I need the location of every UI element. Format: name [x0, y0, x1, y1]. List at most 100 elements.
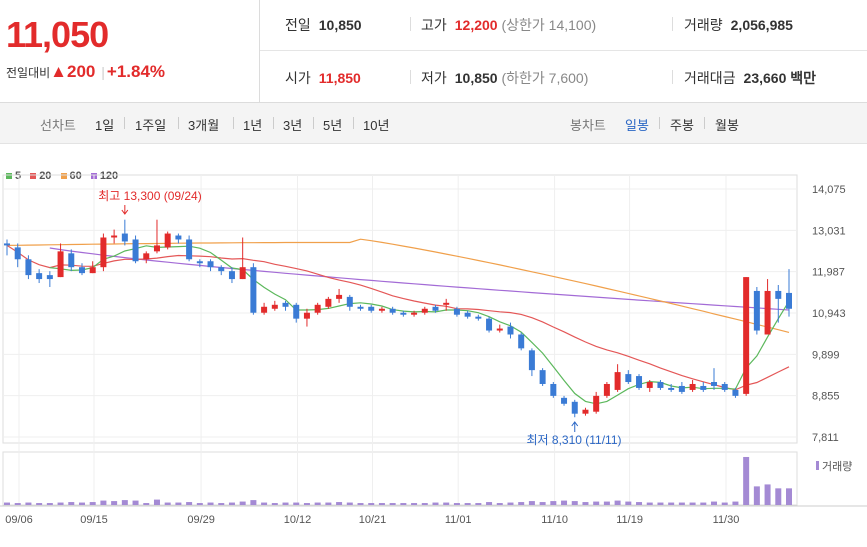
volume-bar [293, 502, 300, 505]
candle-body [764, 290, 771, 335]
volume-bar [196, 503, 203, 505]
change-divider: | [101, 64, 105, 80]
volume-legend-swatch [816, 461, 819, 470]
candle [443, 298, 450, 311]
y-tick-label: 8,855 [812, 391, 840, 403]
period-1w-button[interactable]: 1주일 [135, 118, 167, 133]
candle [561, 395, 568, 406]
volume-bar [614, 500, 621, 505]
candle [743, 277, 750, 396]
candle [582, 407, 589, 416]
candle-body [668, 387, 675, 390]
volume-bar [689, 502, 696, 505]
candle [475, 314, 482, 321]
candle-daily-button[interactable]: 일봉 [625, 118, 649, 133]
y-tick-label: 9,899 [812, 349, 840, 361]
volume-bar [764, 484, 771, 505]
period-3m-button[interactable]: 3개월 [188, 118, 220, 133]
candle-body [496, 328, 503, 331]
candle [539, 368, 546, 386]
volume-bar [89, 502, 96, 505]
candle [68, 249, 75, 272]
candle-body [443, 302, 450, 305]
candle-body [346, 296, 353, 307]
period-10y-button[interactable]: 10년 [363, 118, 390, 133]
candle [239, 237, 246, 280]
volume-bar [303, 503, 310, 505]
period-divider [178, 117, 179, 129]
candle-body [486, 318, 493, 331]
legend-ma5-label: 5 [15, 170, 22, 182]
period-1d-button[interactable]: 1일 [95, 118, 115, 133]
y-tick-label: 11,987 [812, 267, 845, 279]
candle [593, 391, 600, 414]
candle [325, 296, 332, 309]
candle-monthly-button[interactable]: 월봉 [715, 118, 739, 133]
candle-body [700, 385, 707, 390]
candle [57, 243, 64, 278]
candle-body [357, 306, 364, 309]
legend-ma60-label: 60 [69, 170, 82, 182]
period-1y-button[interactable]: 1년 [243, 118, 263, 133]
volume-bar [132, 500, 139, 505]
change-percent: +1.84% [106, 62, 166, 81]
candle [196, 259, 203, 268]
candle [111, 229, 118, 244]
volume-bar [100, 500, 107, 505]
candle-body [561, 397, 568, 404]
candle-body [89, 267, 96, 274]
candle-body [271, 304, 278, 309]
candle [625, 370, 632, 384]
quote-summary: 11,050 전일대비▲200 | +1.84% 전일 10,850 고가 12,20… [0, 0, 867, 103]
candle [261, 302, 268, 315]
volume-bar [668, 502, 675, 505]
candle [228, 267, 235, 284]
candle [421, 306, 428, 315]
volume-bar [421, 503, 428, 505]
candle-body [743, 277, 750, 394]
candle-body [711, 382, 718, 386]
candle [732, 387, 739, 398]
candle [4, 239, 10, 256]
volume-bar [432, 502, 439, 505]
volume-bar [518, 502, 525, 505]
candle [250, 263, 257, 315]
candle-body [603, 383, 610, 396]
line-chart-caption: 선차트 [40, 118, 76, 133]
candle-body [636, 376, 643, 388]
legend-swatch [6, 173, 12, 180]
period-divider [353, 117, 354, 129]
candle [550, 382, 557, 398]
period-3y-button[interactable]: 3년 [283, 118, 303, 133]
candle-body [775, 290, 782, 299]
candle-body [46, 275, 53, 280]
volume-bar [711, 501, 718, 505]
volume-bar [539, 502, 546, 505]
period-divider [233, 117, 234, 129]
x-tick-label: 10/21 [359, 514, 387, 526]
candle [153, 219, 160, 254]
volume-legend-label: 거래량 [822, 460, 852, 473]
lower-limit: (하한가 7,600) [501, 70, 589, 86]
prev-close: 전일 10,850 [285, 15, 362, 35]
candle [218, 265, 225, 276]
candle-weekly-button[interactable]: 주봉 [670, 118, 694, 133]
ma-legend: 5 20 60 120 [6, 170, 124, 182]
candle [764, 279, 771, 335]
volume-bar [571, 501, 578, 505]
high-annotation: 최고 13,300 (09/24) [98, 189, 201, 203]
candle-body [111, 235, 118, 238]
period-5y-button[interactable]: 5년 [323, 118, 343, 133]
open-label: 시가 [285, 70, 311, 86]
candle [528, 348, 535, 377]
candle [464, 310, 471, 319]
candle [100, 233, 107, 272]
prev-close-label: 전일 [285, 17, 311, 33]
candle [14, 243, 21, 268]
volume-bar [368, 503, 375, 505]
open-value: 11,850 [318, 70, 361, 86]
candle-body [239, 267, 246, 280]
candle [507, 322, 514, 339]
candle-body [625, 374, 632, 383]
volume-bar [282, 502, 289, 505]
